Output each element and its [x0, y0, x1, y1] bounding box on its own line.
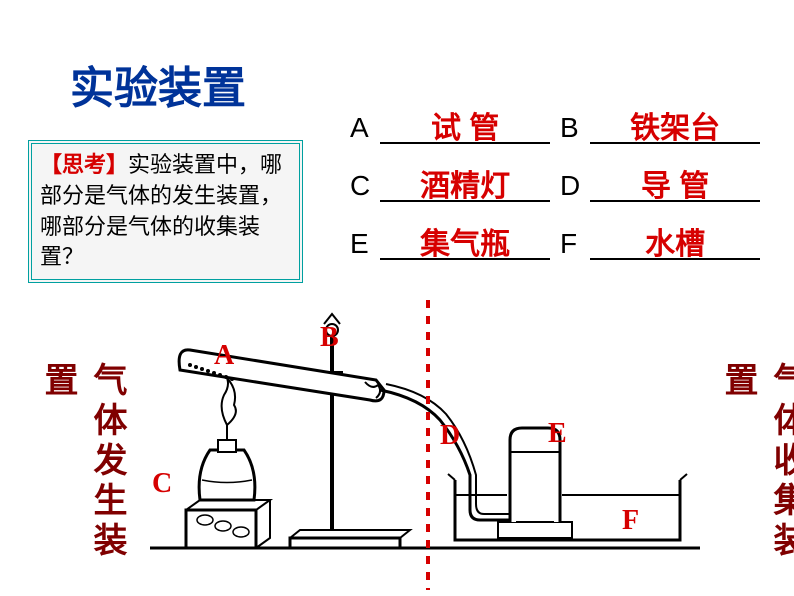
- diagram-label-D: D: [440, 420, 460, 452]
- diagram-label-E: E: [548, 418, 567, 450]
- apparatus-diagram: [0, 0, 794, 596]
- diagram-label-C: C: [152, 468, 172, 500]
- diagram-label-F: F: [622, 505, 639, 537]
- diagram-label-B: B: [320, 322, 339, 354]
- diagram-label-A: A: [214, 340, 234, 372]
